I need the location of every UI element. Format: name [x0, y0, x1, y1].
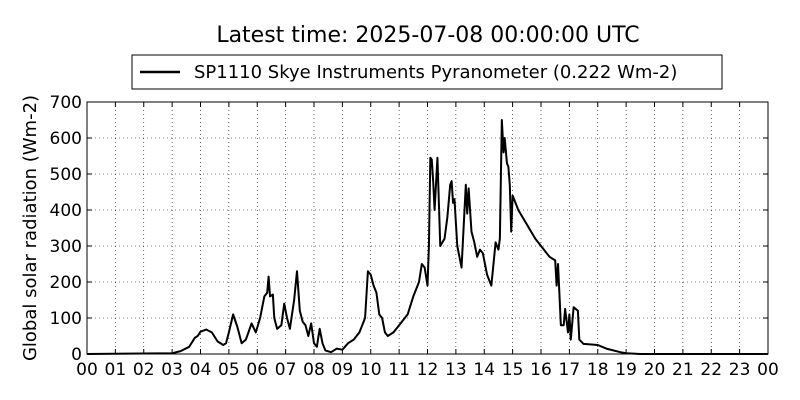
x-tick-label: 11 [388, 360, 410, 380]
x-tick-label: 12 [417, 360, 439, 380]
y-tick-label: 100 [50, 309, 82, 329]
x-tick-label: 20 [644, 360, 666, 380]
x-tick-label: 04 [190, 360, 212, 380]
x-tick-label: 18 [587, 360, 609, 380]
x-tick-label: 15 [502, 360, 524, 380]
y-axis-label: Global solar radiation (Wm-2) [20, 95, 41, 361]
x-tick-label: 19 [615, 360, 637, 380]
x-tick-label: 22 [700, 360, 722, 380]
plot-frame [86, 101, 769, 355]
x-tick-label: 07 [275, 360, 297, 380]
chart-title: Latest time: 2025-07-08 00:00:00 UTC [216, 23, 639, 48]
y-tick-label: 400 [50, 201, 82, 221]
y-tick-label: 200 [50, 273, 82, 293]
x-tick-label: 05 [218, 360, 240, 380]
y-tick-label: 300 [50, 237, 82, 257]
x-tick-label: 14 [473, 360, 495, 380]
x-tick-label: 02 [133, 360, 155, 380]
y-tick-label: 600 [50, 129, 82, 149]
y-tick-label: 500 [50, 165, 82, 185]
x-tick-label: 09 [332, 360, 354, 380]
legend-label: SP1110 Skye Instruments Pyranometer (0.2… [194, 62, 677, 83]
x-tick-label: 03 [161, 360, 183, 380]
x-tick-label: 08 [303, 360, 325, 380]
legend-box [131, 54, 723, 90]
data-line [86, 119, 768, 355]
x-tick-label: 00 [757, 360, 779, 380]
y-tick-label: 700 [50, 93, 82, 113]
y-tick-label: 0 [71, 345, 82, 365]
x-tick-label: 10 [360, 360, 382, 380]
x-tick-label: 23 [729, 360, 751, 380]
x-tick-label: 06 [246, 360, 268, 380]
x-tick-label: 13 [445, 360, 467, 380]
x-tick-label: 16 [530, 360, 552, 380]
x-tick-label: 21 [672, 360, 694, 380]
x-tick-label: 01 [105, 360, 127, 380]
x-tick-label: 00 [76, 360, 98, 380]
x-tick-label: 17 [559, 360, 581, 380]
